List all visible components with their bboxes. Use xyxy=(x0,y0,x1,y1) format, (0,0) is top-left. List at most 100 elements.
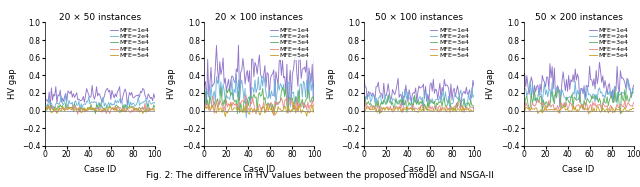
MFE=4e4 xyxy=(438,107,446,109)
MFE=5e4 xyxy=(459,105,467,108)
MFE=5e4 xyxy=(438,107,446,109)
MFE=2e4 xyxy=(602,90,610,92)
MFE=2e4 xyxy=(444,102,451,104)
MFE=5e4 xyxy=(360,109,368,112)
MFE=1e4 xyxy=(470,85,478,88)
MFE=1e4 xyxy=(368,95,376,97)
Line: MFE=4e4: MFE=4e4 xyxy=(364,101,474,112)
MFE=4e4 xyxy=(151,110,159,112)
MFE=1e4 xyxy=(235,44,243,46)
Line: MFE=4e4: MFE=4e4 xyxy=(204,95,314,115)
MFE=1e4 xyxy=(252,65,260,67)
MFE=1e4 xyxy=(70,93,77,95)
MFE=5e4 xyxy=(376,112,384,114)
MFE=5e4 xyxy=(412,111,420,113)
Legend: MFE=1e4, MFE=2e4, MFE=3e4, MFE=4e4, MFE=5e4: MFE=1e4, MFE=2e4, MFE=3e4, MFE=4e4, MFE=… xyxy=(109,26,152,60)
MFE=3e4 xyxy=(278,87,286,89)
X-axis label: Case ID: Case ID xyxy=(563,165,595,174)
Line: MFE=1e4: MFE=1e4 xyxy=(524,62,634,107)
MFE=2e4 xyxy=(570,93,578,95)
MFE=3e4 xyxy=(520,104,527,107)
MFE=5e4 xyxy=(310,105,318,107)
MFE=1e4 xyxy=(394,77,402,79)
MFE=1e4 xyxy=(268,74,275,76)
MFE=1e4 xyxy=(125,91,133,94)
MFE=4e4 xyxy=(208,99,216,101)
MFE=2e4 xyxy=(586,93,593,95)
MFE=4e4 xyxy=(527,108,535,110)
MFE=4e4 xyxy=(93,107,100,109)
MFE=5e4 xyxy=(221,116,229,118)
MFE=3e4 xyxy=(200,90,208,92)
MFE=3e4 xyxy=(151,106,159,109)
MFE=2e4 xyxy=(243,117,250,119)
MFE=5e4 xyxy=(208,105,216,107)
MFE=1e4 xyxy=(587,79,595,81)
MFE=2e4 xyxy=(306,72,314,74)
MFE=4e4 xyxy=(243,94,250,96)
MFE=4e4 xyxy=(547,106,555,108)
MFE=1e4 xyxy=(428,82,435,84)
MFE=5e4 xyxy=(139,112,147,115)
Line: MFE=2e4: MFE=2e4 xyxy=(524,80,634,103)
MFE=2e4 xyxy=(596,92,604,94)
MFE=2e4 xyxy=(547,96,555,98)
Title: 20 × 50 instances: 20 × 50 instances xyxy=(59,13,141,22)
MFE=3e4 xyxy=(616,113,624,115)
MFE=3e4 xyxy=(602,102,610,104)
MFE=1e4 xyxy=(208,86,216,88)
MFE=3e4 xyxy=(570,96,578,98)
MFE=2e4 xyxy=(613,102,621,104)
Y-axis label: HV gap: HV gap xyxy=(486,69,495,99)
MFE=5e4 xyxy=(527,107,535,109)
MFE=2e4 xyxy=(200,93,208,96)
MFE=5e4 xyxy=(50,110,58,112)
MFE=5e4 xyxy=(578,104,586,106)
Legend: MFE=1e4, MFE=2e4, MFE=3e4, MFE=4e4, MFE=5e4: MFE=1e4, MFE=2e4, MFE=3e4, MFE=4e4, MFE=… xyxy=(428,26,471,60)
MFE=4e4 xyxy=(49,108,56,110)
MFE=1e4 xyxy=(284,112,292,114)
Line: MFE=3e4: MFE=3e4 xyxy=(204,87,314,114)
MFE=2e4 xyxy=(49,106,56,108)
MFE=3e4 xyxy=(390,107,397,109)
MFE=3e4 xyxy=(49,108,56,110)
MFE=2e4 xyxy=(310,99,318,102)
MFE=3e4 xyxy=(360,103,368,105)
MFE=4e4 xyxy=(310,106,318,108)
MFE=4e4 xyxy=(125,109,132,111)
MFE=4e4 xyxy=(285,103,293,105)
MFE=3e4 xyxy=(368,104,376,107)
MFE=4e4 xyxy=(598,108,605,110)
MFE=4e4 xyxy=(621,99,628,101)
MFE=1e4 xyxy=(200,84,208,86)
MFE=5e4 xyxy=(252,110,260,112)
MFE=3e4 xyxy=(630,91,637,93)
MFE=2e4 xyxy=(62,94,70,96)
MFE=5e4 xyxy=(368,108,376,110)
MFE=4e4 xyxy=(460,111,468,114)
MFE=3e4 xyxy=(285,96,293,99)
MFE=3e4 xyxy=(440,98,447,100)
MFE=2e4 xyxy=(520,87,527,89)
MFE=2e4 xyxy=(151,102,159,104)
Line: MFE=4e4: MFE=4e4 xyxy=(45,103,155,114)
MFE=5e4 xyxy=(588,107,596,109)
MFE=2e4 xyxy=(360,104,368,107)
MFE=1e4 xyxy=(556,106,564,108)
MFE=1e4 xyxy=(547,77,555,79)
MFE=1e4 xyxy=(596,61,604,63)
MFE=4e4 xyxy=(587,103,595,105)
MFE=4e4 xyxy=(141,102,148,104)
MFE=3e4 xyxy=(413,103,420,105)
MFE=4e4 xyxy=(360,106,368,108)
MFE=2e4 xyxy=(70,101,78,103)
MFE=2e4 xyxy=(228,78,236,81)
MFE=2e4 xyxy=(208,97,216,99)
Line: MFE=3e4: MFE=3e4 xyxy=(364,95,474,114)
MFE=1e4 xyxy=(310,56,318,58)
MFE=4e4 xyxy=(74,113,82,115)
MFE=4e4 xyxy=(200,100,208,102)
MFE=3e4 xyxy=(41,109,49,111)
MFE=4e4 xyxy=(630,101,637,103)
MFE=4e4 xyxy=(228,105,236,107)
